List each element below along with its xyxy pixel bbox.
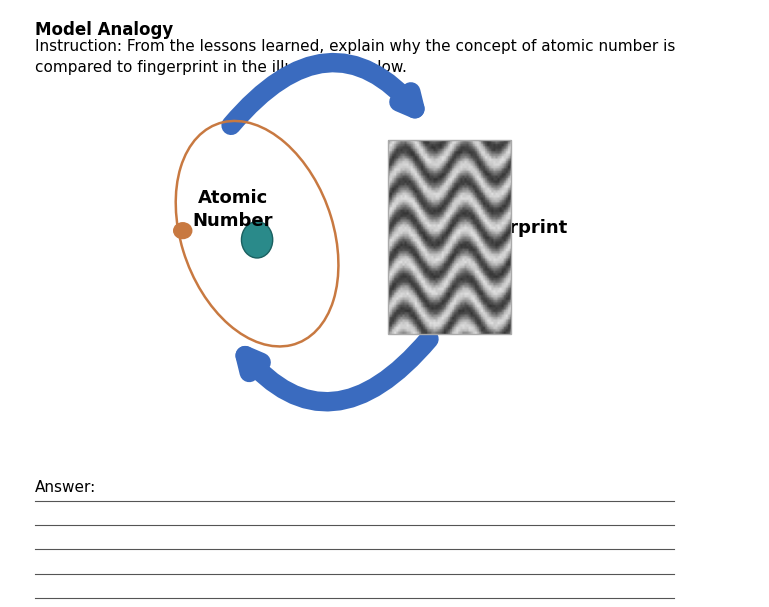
FancyArrowPatch shape	[245, 339, 429, 402]
FancyArrowPatch shape	[231, 63, 415, 125]
Text: Model Analogy: Model Analogy	[35, 21, 173, 39]
Circle shape	[174, 223, 191, 239]
Bar	[388, 140, 511, 334]
Text: Atomic
Number: Atomic Number	[192, 189, 273, 229]
Ellipse shape	[241, 222, 273, 258]
Text: Fingerprint: Fingerprint	[454, 219, 568, 237]
Text: Answer:: Answer:	[35, 480, 96, 495]
Text: Instruction: From the lessons learned, explain why the concept of atomic number : Instruction: From the lessons learned, e…	[35, 39, 675, 75]
